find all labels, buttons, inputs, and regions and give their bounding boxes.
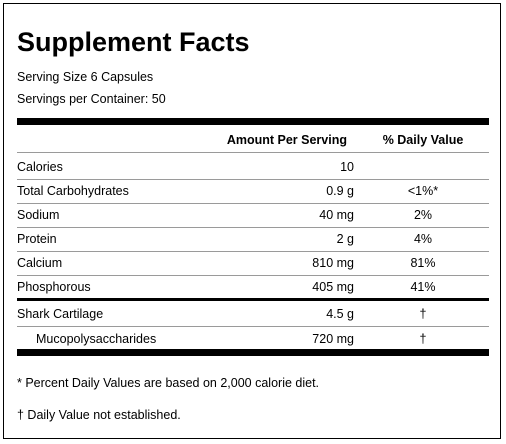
ingredient-name: Mucopolysaccharides	[36, 332, 157, 346]
row-divider	[17, 203, 489, 204]
nutrient-amount: 10	[340, 160, 354, 174]
supplement-facts-panel: Supplement Facts Serving Size 6 Capsules…	[3, 3, 501, 439]
nutrient-name: Calcium	[17, 256, 63, 270]
serving-size: Serving Size 6 Capsules	[17, 70, 154, 84]
nutrient-daily-value: <1%*	[407, 184, 439, 198]
table-row: Phosphorous 405 mg 41%	[17, 276, 489, 299]
table-row: Total Carbohydrates 0.9 g <1%*	[17, 180, 489, 203]
nutrient-name: Total Carbohydrates	[17, 184, 129, 198]
header-divider	[17, 152, 489, 153]
row-divider	[17, 179, 489, 180]
nutrient-daily-value: 81%	[410, 256, 436, 270]
table-row: Protein 2 g 4%	[17, 228, 489, 251]
ingredient-amount: 720 mg	[312, 332, 354, 346]
footnote-not-established: † Daily Value not established.	[17, 408, 181, 422]
row-divider	[17, 326, 489, 327]
nutrient-amount: 405 mg	[312, 280, 354, 294]
nutrient-daily-value: 4%	[413, 232, 433, 246]
table-row: Shark Cartilage 4.5 g †	[17, 303, 489, 326]
top-thick-rule	[17, 118, 489, 125]
ingredient-name: Shark Cartilage	[17, 307, 104, 321]
nutrient-amount: 0.9 g	[326, 184, 354, 198]
header-amount-per-serving: Amount Per Serving	[226, 133, 347, 147]
ingredient-amount: 4.5 g	[326, 307, 354, 321]
section-rule	[17, 298, 489, 301]
nutrient-amount: 810 mg	[312, 256, 354, 270]
panel-title: Supplement Facts	[17, 27, 250, 57]
header-daily-value: % Daily Value	[382, 133, 464, 147]
bottom-thick-rule	[17, 349, 489, 356]
row-divider	[17, 275, 489, 276]
row-divider	[17, 251, 489, 252]
table-row: Sodium 40 mg 2%	[17, 204, 489, 227]
ingredient-daily-value: †	[419, 307, 427, 321]
nutrient-name: Phosphorous	[17, 280, 91, 294]
nutrient-name: Calories	[17, 160, 63, 174]
nutrient-daily-value: 41%	[410, 280, 436, 294]
table-row: Calcium 810 mg 81%	[17, 252, 489, 275]
table-row: Calories 10	[17, 156, 489, 179]
row-divider	[17, 227, 489, 228]
servings-per-container: Servings per Container: 50	[17, 92, 166, 106]
nutrient-name: Sodium	[17, 208, 60, 222]
nutrient-amount: 40 mg	[319, 208, 354, 222]
table-row: Mucopolysaccharides 720 mg †	[17, 328, 489, 351]
nutrient-amount: 2 g	[336, 232, 354, 246]
ingredient-daily-value: †	[419, 332, 427, 346]
nutrient-daily-value: 2%	[413, 208, 433, 222]
footnote-percent-daily-value: * Percent Daily Values are based on 2,00…	[17, 376, 320, 390]
nutrient-name: Protein	[17, 232, 57, 246]
